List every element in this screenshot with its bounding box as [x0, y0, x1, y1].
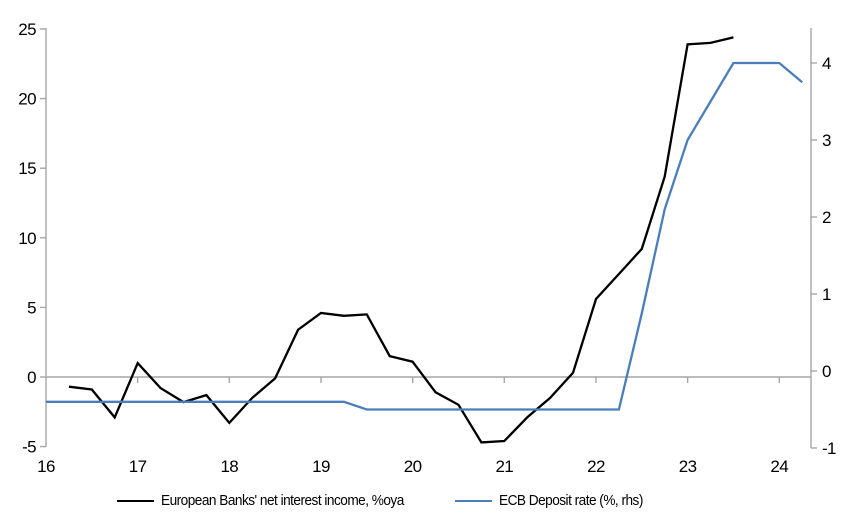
ecb-line-swatch	[455, 499, 493, 503]
right-axis-tick-label: 1	[822, 285, 831, 304]
left-axis-tick-label: -5	[22, 438, 36, 457]
left-axis-tick-label: 25	[18, 20, 36, 39]
right-axis-tick-label: 0	[822, 362, 831, 381]
x-axis-tick-label: 24	[770, 457, 788, 476]
left-axis-tick-label: 0	[27, 368, 36, 387]
series-line-ecb	[46, 61, 803, 411]
x-axis-tick-label: 16	[37, 457, 55, 476]
legend-item-nii: European Banks' net interest income, %oy…	[117, 493, 419, 509]
right-axis-tick-label: 3	[822, 131, 831, 150]
left-axis-tick-label: 5	[27, 298, 36, 317]
legend: European Banks' net interest income, %oy…	[117, 491, 652, 511]
left-axis-tick-label: 10	[18, 229, 36, 248]
right-axis-tick-label: 2	[822, 208, 831, 227]
x-axis-tick-label: 21	[495, 457, 513, 476]
left-axis-tick-label: 15	[18, 159, 36, 178]
right-axis-tick-label: 4	[822, 54, 831, 73]
x-axis-tick-label: 18	[220, 457, 238, 476]
x-axis-tick-label: 20	[404, 457, 422, 476]
series-line-nii	[68, 36, 734, 444]
x-axis-tick-label: 19	[312, 457, 330, 476]
x-axis-tick-label: 23	[679, 457, 697, 476]
x-axis-tick-label: 17	[129, 457, 147, 476]
x-axis-tick-label: 22	[587, 457, 605, 476]
legend-label-nii: European Banks' net interest income, %oy…	[161, 493, 404, 509]
left-axis-tick-label: 20	[18, 90, 36, 109]
right-axis-tick-label: -1	[822, 439, 836, 458]
nii-line-swatch	[117, 499, 154, 503]
legend-label-ecb: ECB Deposit rate (%, rhs)	[499, 493, 644, 509]
legend-item-ecb: ECB Deposit rate (%, rhs)	[455, 493, 652, 509]
